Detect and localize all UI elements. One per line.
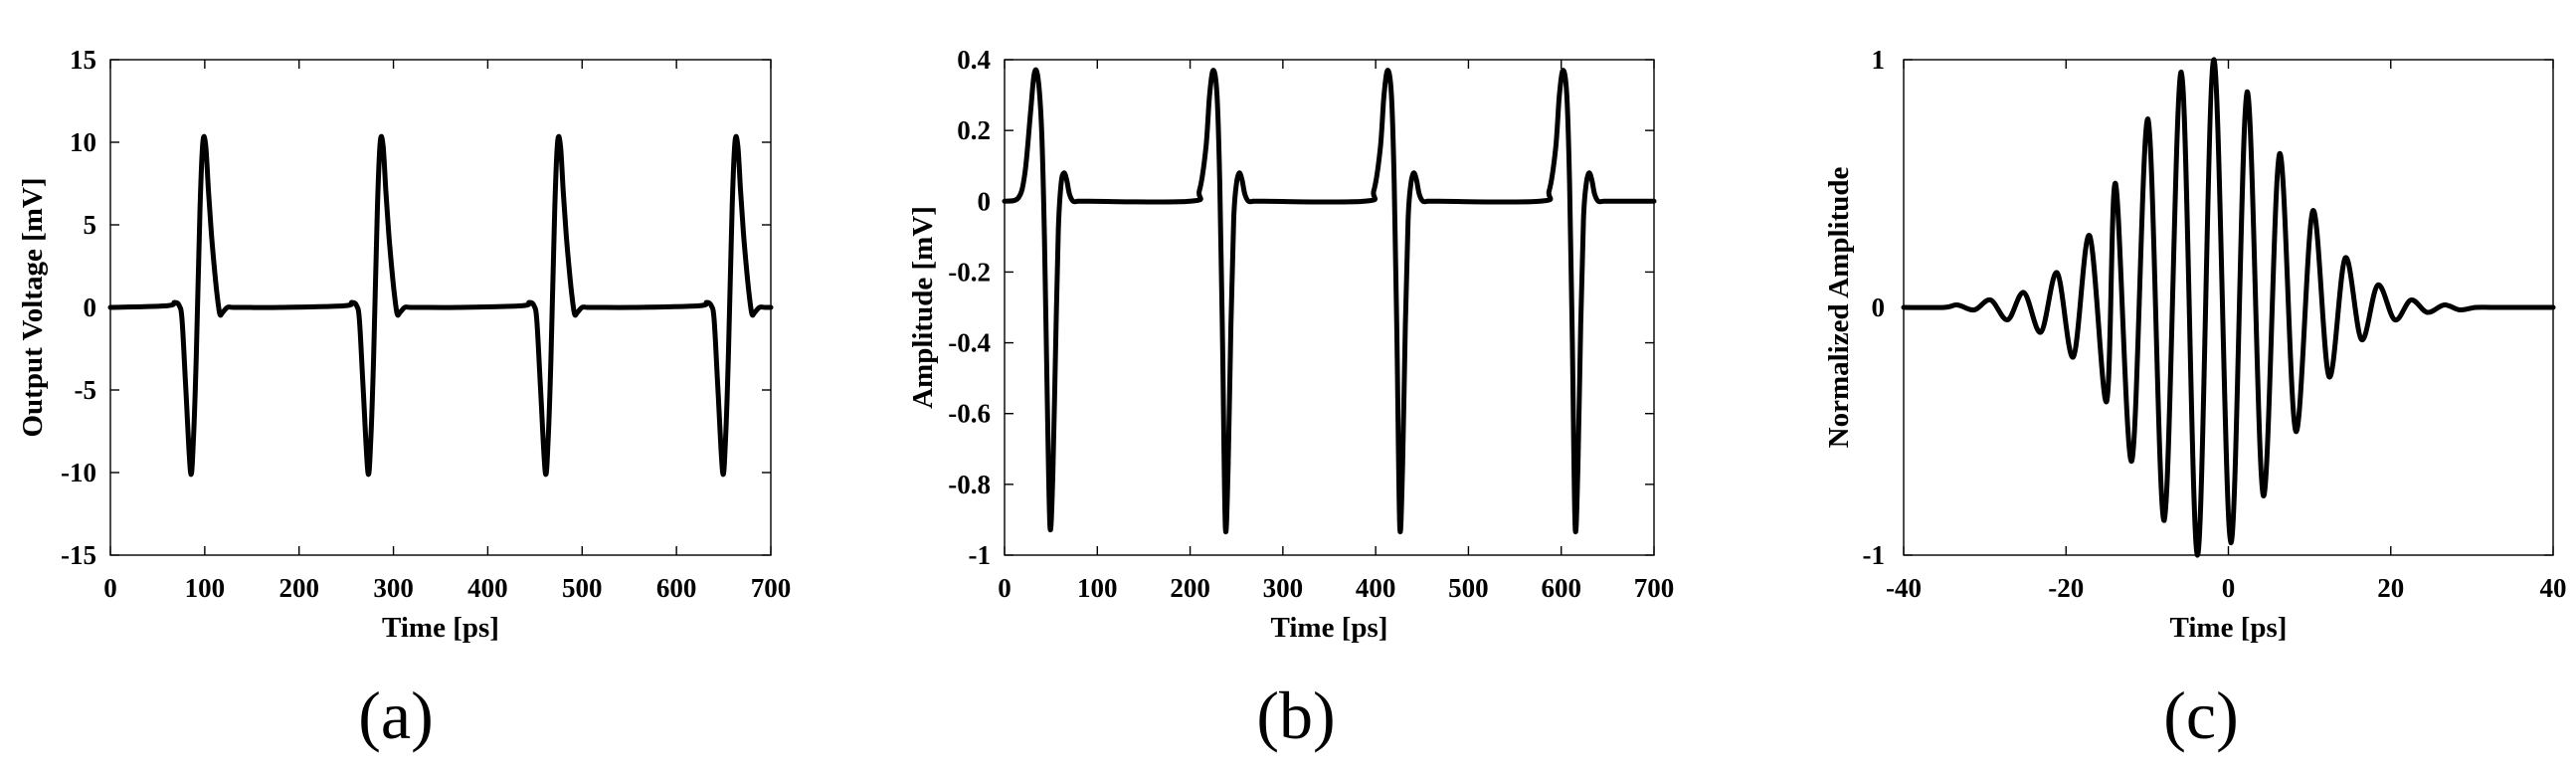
x-tick-label: -20	[2048, 573, 2084, 603]
y-tick-label: -1	[969, 540, 992, 570]
x-axis-title: Time [ps]	[382, 612, 499, 644]
y-tick-label: -1	[1863, 540, 1886, 570]
x-tick-label: 300	[1263, 573, 1304, 603]
y-tick-label: -0.2	[948, 257, 991, 287]
x-tick-label: 0	[998, 573, 1012, 603]
series-line-b-0	[1002, 67, 1657, 535]
x-tick-label: 600	[1541, 573, 1581, 603]
x-tick-label: 200	[1170, 573, 1210, 603]
x-tick-label: 400	[1356, 573, 1396, 603]
y-tick-label: 0	[84, 292, 97, 322]
x-tick-label: 200	[278, 573, 319, 603]
y-axis-title: Amplitude [mV]	[907, 206, 939, 409]
y-tick-label: -0.6	[948, 399, 991, 429]
y-tick-label: -15	[61, 540, 96, 570]
x-tick-label: -40	[1886, 573, 1922, 603]
y-tick-label: 15	[70, 45, 96, 75]
panel-label: (b)	[1256, 677, 1335, 753]
y-tick-label: -0.8	[948, 470, 991, 499]
x-tick-label: 700	[751, 573, 792, 603]
y-axis-title: Output Voltage [mV]	[17, 177, 49, 437]
series-line-c-0	[1901, 57, 2556, 558]
panel-a-output-voltage: 0 100 200 300 400 500 600 700 15 10 5 0 -5 -10 -15 Time…	[17, 45, 791, 753]
series-line-a-0	[107, 133, 774, 478]
plot-frame-b	[1004, 59, 1655, 556]
x-tick-label: 0	[103, 573, 117, 603]
y-tick-label: 10	[70, 127, 96, 157]
y-tick-label: 5	[84, 210, 97, 240]
y-tick-label: -5	[75, 375, 97, 405]
x-tick-label: 100	[185, 573, 226, 603]
y-tick-label: 1	[1872, 45, 1886, 75]
y-tick-label: -0.4	[948, 328, 991, 358]
x-tick-label: 20	[2377, 573, 2404, 603]
y-tick-label: 0.2	[957, 115, 991, 145]
panel-b-amplitude: 0 100 200 300 400 500 600 700 0.4 0.2 0 -0.2 -0.4 -0.…	[907, 45, 1674, 753]
panel-label: (c)	[2163, 677, 2238, 753]
x-axis-title: Time [ps]	[2170, 612, 2288, 644]
x-tick-label: 0	[2222, 573, 2236, 603]
panel-c-normalized-amplitude: -40 -20 0 20 40 1 0 -1 Time [ps] Normalized Ampli…	[1823, 45, 2567, 753]
y-tick-label: 0.4	[957, 45, 991, 75]
x-tick-label: 500	[562, 573, 603, 603]
x-tick-label: 400	[467, 573, 508, 603]
y-tick-label: 0	[1872, 292, 1886, 322]
x-tick-label: 700	[1634, 573, 1675, 603]
x-tick-label: 300	[373, 573, 414, 603]
y-tick-label: 0	[978, 186, 992, 216]
x-tick-label: 100	[1077, 573, 1118, 603]
x-tick-label: 500	[1448, 573, 1489, 603]
y-axis-title: Normalized Amplitude	[1823, 167, 1855, 449]
x-tick-label: 40	[2540, 573, 2567, 603]
y-tick-label: -10	[61, 458, 96, 487]
panel-label: (a)	[358, 677, 433, 753]
x-tick-label: 600	[656, 573, 697, 603]
x-axis-title: Time [ps]	[1271, 612, 1388, 644]
